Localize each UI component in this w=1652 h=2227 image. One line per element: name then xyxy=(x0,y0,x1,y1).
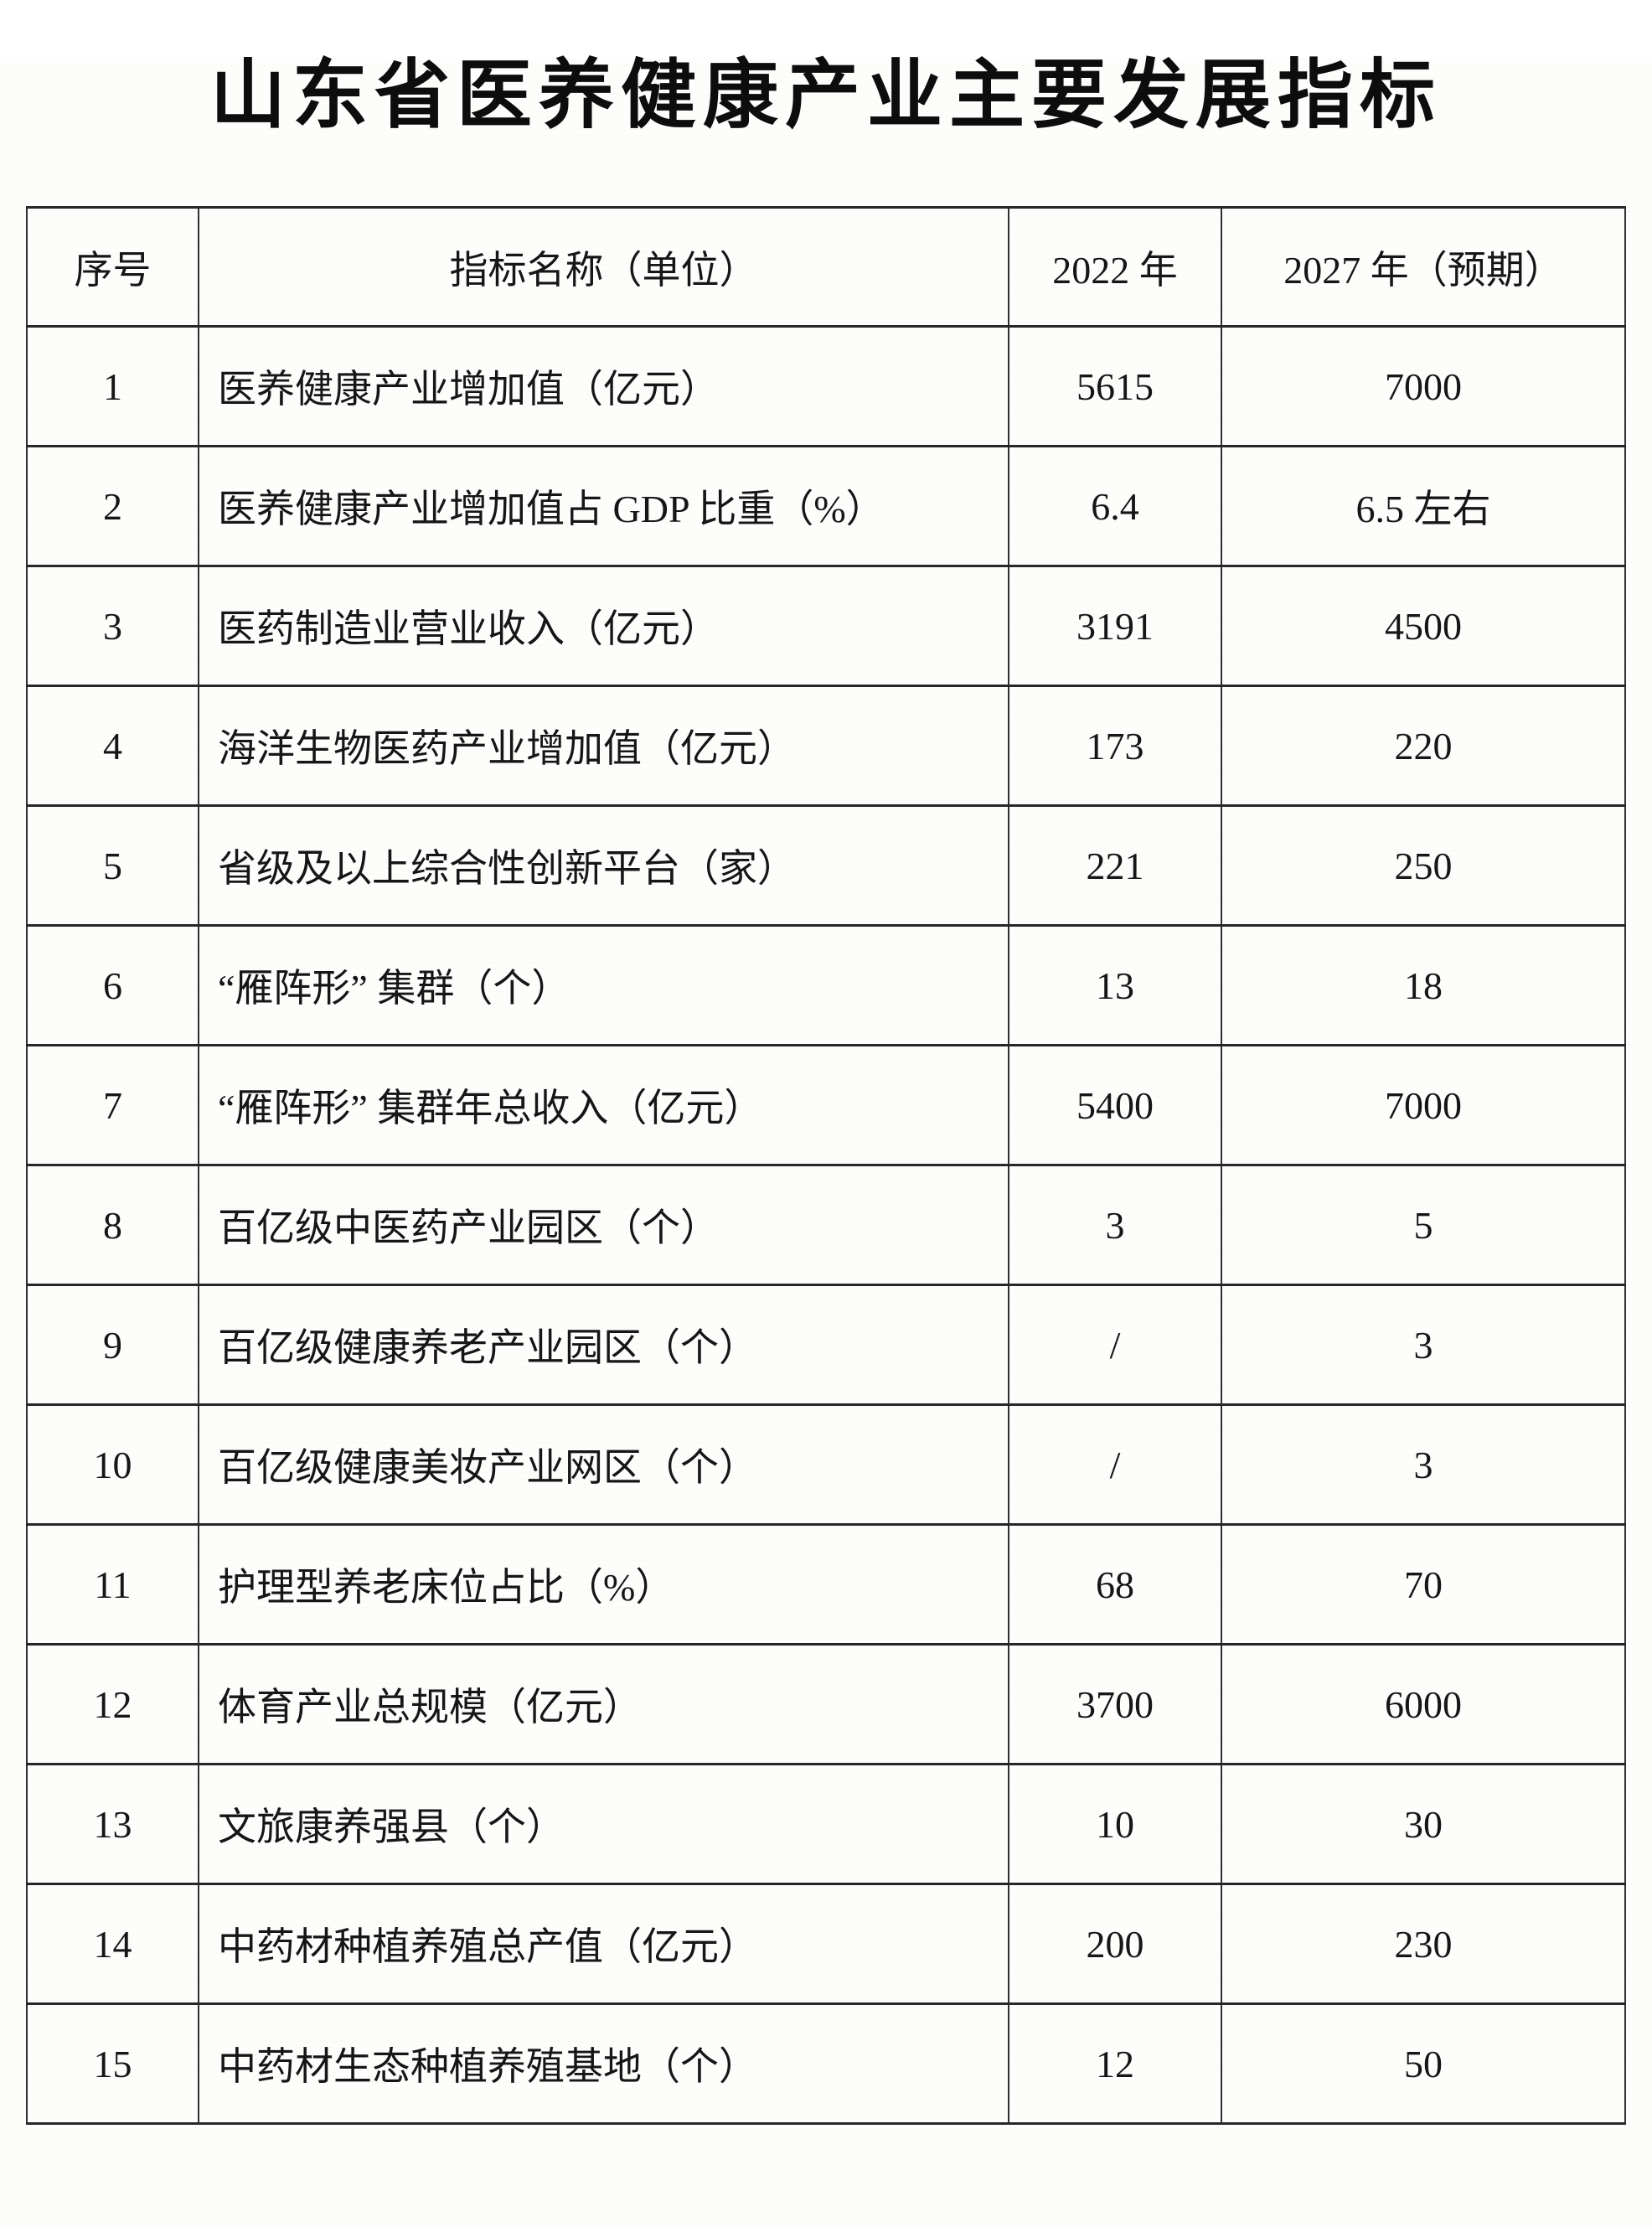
indicator-name-cell: 医养健康产业增加值占 GDP 比重（%） xyxy=(198,445,1009,567)
value-2027-cell: 220 xyxy=(1221,685,1626,807)
indicator-name-cell: 中药材种植养殖总产值（亿元） xyxy=(198,1883,1009,2005)
value-2027-cell: 6000 xyxy=(1221,1643,1626,1765)
indicator-name-cell: 医药制造业营业收入（亿元） xyxy=(198,565,1009,687)
row-number-cell: 3 xyxy=(26,565,199,687)
table-row: 13 文旅康养强县（个） 10 30 xyxy=(26,1763,1626,1885)
indicator-name-cell: 百亿级健康养老产业园区（个） xyxy=(198,1284,1009,1406)
value-2022-cell: / xyxy=(1008,1403,1222,1526)
table-header-row: 序号 指标名称（单位） 2022 年 2027 年（预期） xyxy=(26,206,1626,328)
table-row: 1 医养健康产业增加值（亿元） 5615 7000 xyxy=(26,325,1626,447)
value-2022-cell: 6.4 xyxy=(1008,445,1222,567)
row-number-cell: 6 xyxy=(26,924,199,1046)
page-title: 山东省医养健康产业主要发展指标 xyxy=(210,54,1442,137)
indicator-name-cell: 省级及以上综合性创新平台（家） xyxy=(198,804,1009,927)
value-2027-cell: 70 xyxy=(1221,1523,1626,1646)
table-row: 4 海洋生物医药产业增加值（亿元） 173 220 xyxy=(26,685,1626,807)
value-2027-cell: 4500 xyxy=(1221,565,1626,687)
value-2022-cell: 3 xyxy=(1008,1164,1222,1286)
table-body: 1 医养健康产业增加值（亿元） 5615 7000 2 医养健康产业增加值占 GDP 比重… xyxy=(26,325,1626,2125)
value-2027-cell: 50 xyxy=(1221,2002,1626,2125)
row-number-cell: 4 xyxy=(26,685,199,807)
indicator-name-cell: 文旅康养强县（个） xyxy=(198,1763,1009,1885)
row-number-cell: 2 xyxy=(26,445,199,567)
indicator-name-cell: “雁阵形” 集群年总收入（亿元） xyxy=(198,1044,1009,1166)
value-2027-cell: 3 xyxy=(1221,1403,1626,1526)
table-row: 15 中药材生态种植养殖基地（个） 12 50 xyxy=(26,2002,1626,2125)
row-number-cell: 14 xyxy=(26,1883,199,2005)
table-row: 7 “雁阵形” 集群年总收入（亿元） 5400 7000 xyxy=(26,1044,1626,1166)
value-2027-cell: 3 xyxy=(1221,1284,1626,1406)
value-2022-cell: 5615 xyxy=(1008,325,1222,447)
col-header-2022: 2022 年 xyxy=(1008,206,1222,328)
row-number-cell: 10 xyxy=(26,1403,199,1526)
value-2027-cell: 7000 xyxy=(1221,325,1626,447)
value-2027-cell: 30 xyxy=(1221,1763,1626,1885)
value-2022-cell: 10 xyxy=(1008,1763,1222,1885)
col-header-no: 序号 xyxy=(26,206,199,328)
row-number-cell: 12 xyxy=(26,1643,199,1765)
table-row: 8 百亿级中医药产业园区（个） 3 5 xyxy=(26,1164,1626,1286)
table-row: 2 医养健康产业增加值占 GDP 比重（%） 6.4 6.5 左右 xyxy=(26,445,1626,567)
col-header-2027: 2027 年（预期） xyxy=(1221,206,1626,328)
table-row: 10 百亿级健康美妆产业网区（个）/3 xyxy=(26,1403,1626,1526)
value-2022-cell: 13 xyxy=(1008,924,1222,1046)
table-row: 3 医药制造业营业收入（亿元） 3191 4500 xyxy=(26,565,1626,687)
row-number-cell: 11 xyxy=(26,1523,199,1646)
value-2027-cell: 250 xyxy=(1221,804,1626,927)
value-2022-cell: 173 xyxy=(1008,685,1222,807)
indicator-name-cell: 海洋生物医药产业增加值（亿元） xyxy=(198,685,1009,807)
indicator-table: 序号 指标名称（单位） 2022 年 2027 年（预期） 1 医养健康产业增加值… xyxy=(26,206,1626,2125)
col-header-indicator-name: 指标名称（单位） xyxy=(198,206,1009,328)
value-2022-cell: 200 xyxy=(1008,1883,1222,2005)
row-number-cell: 9 xyxy=(26,1284,199,1406)
row-number-cell: 1 xyxy=(26,325,199,447)
indicator-name-cell: 体育产业总规模（亿元） xyxy=(198,1643,1009,1765)
value-2027-cell: 7000 xyxy=(1221,1044,1626,1166)
row-number-cell: 13 xyxy=(26,1763,199,1885)
value-2022-cell: 5400 xyxy=(1008,1044,1222,1166)
value-2022-cell: 3191 xyxy=(1008,565,1222,687)
value-2022-cell: 12 xyxy=(1008,2002,1222,2125)
value-2022-cell: 3700 xyxy=(1008,1643,1222,1765)
value-2022-cell: 221 xyxy=(1008,804,1222,927)
row-number-cell: 7 xyxy=(26,1044,199,1166)
table-row: 11 护理型养老床位占比（%） 68 70 xyxy=(26,1523,1626,1646)
value-2027-cell: 6.5 左右 xyxy=(1221,445,1626,567)
table-row: 9 百亿级健康养老产业园区（个）/3 xyxy=(26,1284,1626,1406)
header-row: 序号 指标名称（单位） 2022 年 2027 年（预期） xyxy=(26,206,1626,328)
indicator-name-cell: 百亿级健康美妆产业网区（个） xyxy=(198,1403,1009,1526)
table-row: 12 体育产业总规模（亿元） 3700 6000 xyxy=(26,1643,1626,1765)
row-number-cell: 5 xyxy=(26,804,199,927)
row-number-cell: 15 xyxy=(26,2002,199,2125)
table-row: 5 省级及以上综合性创新平台（家） 221 250 xyxy=(26,804,1626,927)
value-2027-cell: 18 xyxy=(1221,924,1626,1046)
indicator-name-cell: 护理型养老床位占比（%） xyxy=(198,1523,1009,1646)
indicator-name-cell: 中药材生态种植养殖基地（个） xyxy=(198,2002,1009,2125)
row-number-cell: 8 xyxy=(26,1164,199,1286)
table-row: 6 “雁阵形” 集群（个） 13 18 xyxy=(26,924,1626,1046)
indicator-name-cell: 医养健康产业增加值（亿元） xyxy=(198,325,1009,447)
value-2027-cell: 230 xyxy=(1221,1883,1626,2005)
indicator-name-cell: “雁阵形” 集群（个） xyxy=(198,924,1009,1046)
table-row: 14 中药材种植养殖总产值（亿元） 200 230 xyxy=(26,1883,1626,2005)
value-2022-cell: 68 xyxy=(1008,1523,1222,1646)
value-2027-cell: 5 xyxy=(1221,1164,1626,1286)
value-2022-cell: / xyxy=(1008,1284,1222,1406)
indicator-name-cell: 百亿级中医药产业园区（个） xyxy=(198,1164,1009,1286)
